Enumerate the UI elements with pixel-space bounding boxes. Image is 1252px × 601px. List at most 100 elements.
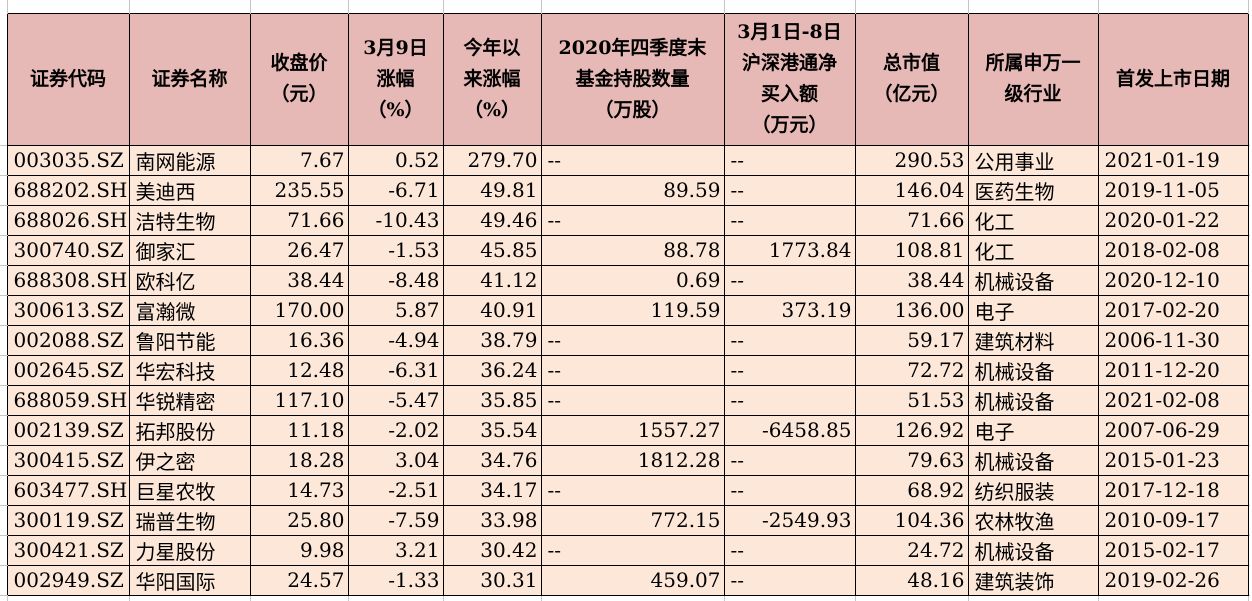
table-cell[interactable]: -- — [540, 324, 725, 356]
table-cell[interactable]: -2.02 — [347, 414, 444, 446]
table-cell[interactable]: 18.28 — [249, 444, 349, 476]
table-cell[interactable]: 30.42 — [442, 534, 542, 566]
table-cell[interactable]: -6.71 — [347, 174, 444, 206]
table-cell[interactable]: 公用事业 — [967, 144, 1099, 176]
table-cell[interactable]: 0.52 — [347, 144, 444, 176]
table-cell[interactable]: 688059.SH — [6, 384, 130, 416]
table-cell[interactable]: 003035.SZ — [6, 144, 130, 176]
table-cell[interactable]: 40.91 — [442, 294, 542, 326]
table-cell[interactable]: 电子 — [967, 294, 1099, 326]
table-cell[interactable]: 11.18 — [249, 414, 349, 446]
table-cell[interactable]: -8.48 — [347, 264, 444, 296]
table-cell[interactable]: 373.19 — [723, 294, 856, 326]
table-cell[interactable]: -- — [723, 534, 856, 566]
table-cell[interactable]: 51.53 — [854, 384, 969, 416]
table-cell[interactable]: -- — [723, 564, 856, 596]
table-cell[interactable]: 12.48 — [249, 354, 349, 386]
table-cell[interactable]: 36.24 — [442, 354, 542, 386]
table-cell[interactable]: 688308.SH — [6, 264, 130, 296]
table-cell[interactable]: 170.00 — [249, 294, 349, 326]
table-cell[interactable]: 农林牧渔 — [967, 504, 1099, 536]
table-cell[interactable]: 华阳国际 — [128, 564, 251, 596]
table-cell[interactable]: -- — [723, 354, 856, 386]
table-cell[interactable]: -- — [540, 354, 725, 386]
table-cell[interactable]: 医药生物 — [967, 174, 1099, 206]
table-cell[interactable]: 300119.SZ — [6, 504, 130, 536]
table-cell[interactable]: 2010-09-17 — [1097, 504, 1249, 536]
table-cell[interactable]: -- — [540, 144, 725, 176]
table-cell[interactable]: 2011-12-20 — [1097, 354, 1249, 386]
table-cell[interactable]: 35.54 — [442, 414, 542, 446]
table-cell[interactable]: 300415.SZ — [6, 444, 130, 476]
table-cell[interactable]: 14.73 — [249, 474, 349, 506]
table-cell[interactable]: 16.36 — [249, 324, 349, 356]
column-header-3[interactable]: 3月9日 涨幅 （%） — [347, 12, 444, 146]
table-cell[interactable]: 2017-02-20 — [1097, 294, 1249, 326]
table-cell[interactable]: 772.15 — [540, 504, 725, 536]
table-cell[interactable]: 美迪西 — [128, 174, 251, 206]
table-cell[interactable]: 30.31 — [442, 564, 542, 596]
table-cell[interactable]: 002088.SZ — [6, 324, 130, 356]
table-cell[interactable]: -- — [723, 444, 856, 476]
table-cell[interactable]: -7.59 — [347, 504, 444, 536]
table-cell[interactable]: 1812.28 — [540, 444, 725, 476]
table-cell[interactable]: 26.47 — [249, 234, 349, 266]
table-cell[interactable]: 3.04 — [347, 444, 444, 476]
table-cell[interactable]: -- — [540, 534, 725, 566]
table-cell[interactable]: 59.17 — [854, 324, 969, 356]
table-cell[interactable]: -1.33 — [347, 564, 444, 596]
table-cell[interactable]: 38.44 — [249, 264, 349, 296]
table-cell[interactable]: 603477.SH — [6, 474, 130, 506]
table-cell[interactable]: 御家汇 — [128, 234, 251, 266]
table-cell[interactable]: 机械设备 — [967, 534, 1099, 566]
column-header-4[interactable]: 今年以 来涨幅 （%） — [442, 12, 542, 146]
table-cell[interactable]: 1773.84 — [723, 234, 856, 266]
table-cell[interactable]: 300613.SZ — [6, 294, 130, 326]
table-cell[interactable]: 2021-02-08 — [1097, 384, 1249, 416]
column-header-5[interactable]: 2020年四季度末 基金持股数量 （万股） — [540, 12, 725, 146]
column-header-7[interactable]: 总市值 （亿元） — [854, 12, 969, 146]
table-cell[interactable]: 机械设备 — [967, 264, 1099, 296]
table-cell[interactable]: 洁特生物 — [128, 204, 251, 236]
table-cell[interactable]: -2.51 — [347, 474, 444, 506]
table-cell[interactable]: -- — [723, 174, 856, 206]
table-cell[interactable]: 38.79 — [442, 324, 542, 356]
table-cell[interactable]: 34.76 — [442, 444, 542, 476]
table-cell[interactable]: -4.94 — [347, 324, 444, 356]
table-cell[interactable]: 146.04 — [854, 174, 969, 206]
table-cell[interactable]: 化工 — [967, 234, 1099, 266]
table-cell[interactable]: 71.66 — [249, 204, 349, 236]
table-cell[interactable]: 68.92 — [854, 474, 969, 506]
table-cell[interactable]: 纺织服装 — [967, 474, 1099, 506]
column-header-0[interactable]: 证券代码 — [6, 12, 130, 146]
table-cell[interactable]: 南网能源 — [128, 144, 251, 176]
table-cell[interactable]: 力星股份 — [128, 534, 251, 566]
table-cell[interactable]: 1557.27 — [540, 414, 725, 446]
table-cell[interactable]: -- — [723, 324, 856, 356]
table-cell[interactable]: 瑞普生物 — [128, 504, 251, 536]
table-cell[interactable]: 119.59 — [540, 294, 725, 326]
table-cell[interactable]: -- — [723, 474, 856, 506]
table-cell[interactable]: -- — [723, 204, 856, 236]
table-cell[interactable]: 48.16 — [854, 564, 969, 596]
table-cell[interactable]: 88.78 — [540, 234, 725, 266]
table-cell[interactable]: -6458.85 — [723, 414, 856, 446]
table-cell[interactable]: 24.57 — [249, 564, 349, 596]
table-cell[interactable]: 2020-12-10 — [1097, 264, 1249, 296]
table-cell[interactable]: 33.98 — [442, 504, 542, 536]
table-cell[interactable]: 45.85 — [442, 234, 542, 266]
table-cell[interactable]: 002949.SZ — [6, 564, 130, 596]
table-cell[interactable]: -6.31 — [347, 354, 444, 386]
table-cell[interactable]: 300740.SZ — [6, 234, 130, 266]
table-cell[interactable]: 2020-01-22 — [1097, 204, 1249, 236]
table-cell[interactable]: 459.07 — [540, 564, 725, 596]
table-cell[interactable]: 71.66 — [854, 204, 969, 236]
table-cell[interactable]: 0.69 — [540, 264, 725, 296]
column-header-1[interactable]: 证券名称 — [128, 12, 251, 146]
table-cell[interactable]: 9.98 — [249, 534, 349, 566]
table-cell[interactable]: -- — [723, 384, 856, 416]
table-cell[interactable]: -10.43 — [347, 204, 444, 236]
table-cell[interactable]: 72.72 — [854, 354, 969, 386]
column-header-6[interactable]: 3月1日-8日 沪深港通净 买入额 （万元） — [723, 12, 856, 146]
table-cell[interactable]: 688026.SH — [6, 204, 130, 236]
